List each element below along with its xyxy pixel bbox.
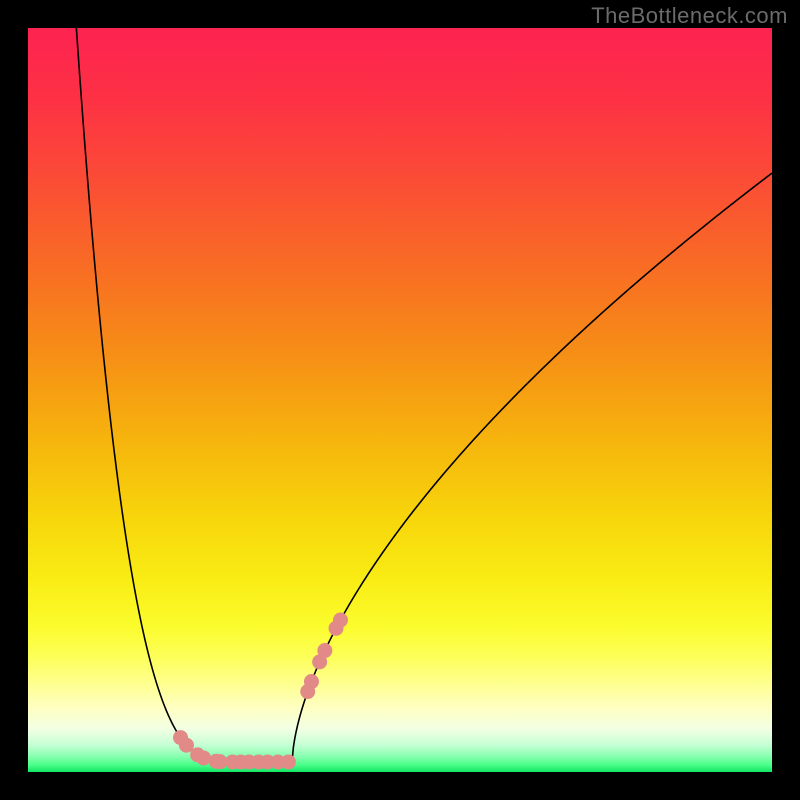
curve-marker [281, 754, 296, 769]
plot-area [28, 28, 772, 772]
curve-marker [317, 643, 332, 658]
gradient-background [28, 28, 772, 772]
curve-marker [196, 750, 211, 765]
curve-marker [304, 674, 319, 689]
curve-marker [333, 613, 348, 628]
watermark-text: TheBottleneck.com [591, 3, 788, 29]
plot-svg [28, 28, 772, 772]
chart-frame: TheBottleneck.com [0, 0, 800, 800]
